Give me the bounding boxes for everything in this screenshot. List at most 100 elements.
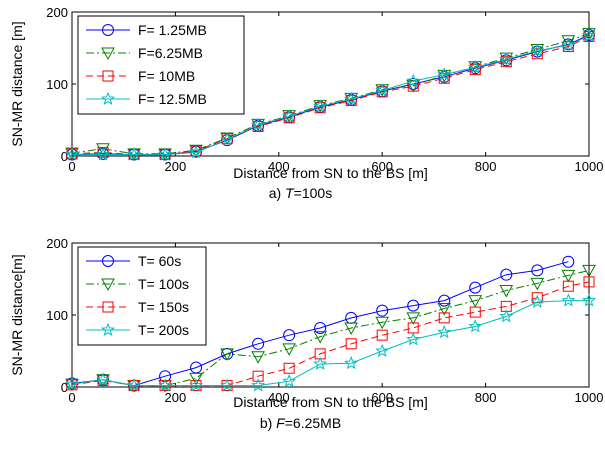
data-point	[582, 264, 596, 278]
data-point	[127, 378, 142, 392]
series-line	[71, 300, 589, 387]
chart-panel-b: 0 200 400 600 800 1000 0 100 200 Distance from SN…	[9, 236, 603, 431]
y-axis-label: SN-MR distance[m]	[9, 254, 25, 375]
data-point	[438, 294, 451, 307]
data-point	[313, 356, 328, 370]
data-point	[531, 48, 543, 60]
data-point	[252, 120, 264, 132]
data-point	[406, 312, 421, 325]
data-point	[344, 322, 359, 336]
data-point	[530, 277, 545, 291]
caption-variable: T	[285, 185, 295, 201]
data-point	[158, 147, 173, 161]
legend-marker	[100, 91, 116, 105]
caption-value: =100s	[294, 185, 333, 201]
data-point	[189, 145, 204, 159]
data-point	[376, 304, 389, 317]
data-point	[438, 72, 450, 84]
x-axis-label: Distance from SN to the BS [m]	[233, 394, 428, 410]
legend-label: F=6.25MB	[138, 45, 203, 61]
data-point	[468, 60, 483, 74]
caption-value: =6.25MB	[285, 415, 341, 431]
y-tick-label: 200	[46, 5, 68, 20]
data-point	[499, 52, 514, 66]
data-point	[313, 331, 328, 344]
data-point	[562, 41, 574, 53]
y-tick-label: 200	[46, 236, 68, 251]
data-point	[468, 295, 483, 308]
data-point	[499, 285, 514, 298]
legend-marker	[102, 70, 114, 82]
data-point	[282, 343, 296, 356]
y-tick-label: 0	[61, 380, 68, 395]
series-line	[71, 269, 590, 387]
data-point	[96, 372, 111, 386]
caption-prefix: b)	[260, 415, 276, 431]
data-point	[469, 306, 481, 318]
x-tick-label: 800	[475, 390, 497, 405]
data-point	[158, 378, 173, 392]
data-point	[375, 316, 390, 330]
data-point	[561, 293, 576, 307]
data-point	[468, 319, 483, 333]
data-point	[562, 280, 574, 292]
data-point	[406, 73, 421, 88]
data-point	[282, 373, 297, 388]
legend-marker	[102, 301, 114, 313]
data-point	[437, 303, 452, 316]
data-point	[583, 276, 595, 288]
x-tick-label: 0	[68, 159, 75, 174]
x-tick-label: 1000	[575, 159, 604, 174]
series-3	[64, 293, 597, 392]
series-3	[64, 28, 597, 161]
data-point	[407, 299, 420, 312]
data-point	[562, 255, 575, 268]
legend-label: F= 1.25MB	[138, 22, 207, 38]
x-tick-label: 200	[165, 390, 187, 405]
panel-caption: a) T=100s	[269, 185, 332, 201]
data-point	[437, 324, 452, 339]
data-point	[583, 30, 595, 42]
data-point	[375, 83, 390, 97]
data-point	[561, 37, 576, 52]
data-point	[96, 143, 110, 156]
caption-variable: F	[276, 415, 286, 431]
y-tick-label: 0	[61, 149, 68, 164]
legend-marker	[100, 322, 116, 336]
series-line	[71, 261, 569, 387]
x-tick-label: 600	[371, 390, 393, 405]
data-point	[438, 312, 450, 324]
legend-marker	[102, 24, 114, 36]
data-point	[499, 309, 514, 323]
data-point	[313, 98, 328, 113]
data-point	[251, 117, 266, 131]
y-tick-label: 100	[46, 77, 68, 92]
data-point	[189, 372, 203, 386]
legend-marker	[101, 47, 115, 61]
legend-marker	[102, 255, 114, 267]
caption-prefix: a)	[269, 185, 285, 201]
data-point	[376, 329, 388, 341]
data-point	[500, 268, 513, 281]
legend-label: F= 10MB	[138, 68, 195, 84]
x-tick-label: 800	[475, 159, 497, 174]
data-point	[345, 338, 357, 350]
data-point	[251, 351, 265, 364]
data-point	[96, 147, 111, 161]
data-point	[406, 332, 421, 346]
data-point	[159, 370, 172, 383]
x-tick-label: 0	[68, 390, 75, 405]
data-point	[469, 281, 482, 294]
data-point	[220, 348, 234, 361]
legend-box	[77, 15, 245, 115]
data-point	[251, 378, 266, 392]
legend-marker	[101, 278, 115, 292]
data-point	[469, 64, 481, 76]
data-point	[437, 67, 452, 81]
data-point	[530, 294, 545, 308]
data-point	[252, 337, 265, 350]
data-point	[314, 321, 327, 334]
legend-label: T= 150s	[138, 299, 189, 315]
x-axis-label: Distance from SN to the BS [m]	[233, 165, 428, 181]
